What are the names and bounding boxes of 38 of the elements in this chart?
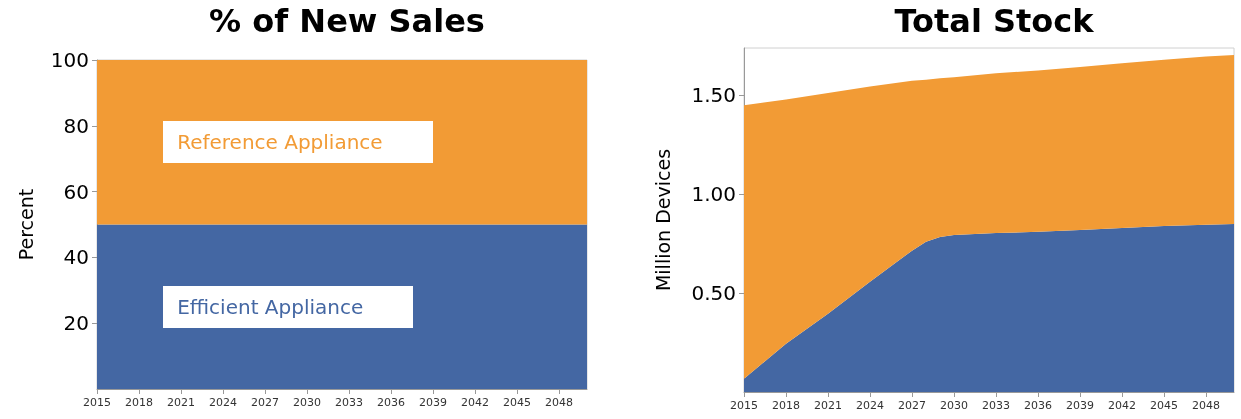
y-tick-label: 40 — [63, 245, 89, 270]
x-tick-label: 2015 — [730, 399, 758, 412]
x-tick-label: 2039 — [419, 396, 447, 409]
x-tick-label: 2036 — [1024, 399, 1052, 412]
y-axis-title: Percent — [14, 188, 37, 261]
x-tick-label: 2048 — [545, 396, 573, 409]
chart-title: % of New Sales — [209, 2, 485, 40]
x-tick-label: 2027 — [898, 399, 926, 412]
x-tick-label: 2021 — [814, 399, 842, 412]
y-tick-label: 1.00 — [691, 182, 736, 207]
x-tick-label: 2027 — [251, 396, 279, 409]
x-tick-label: 2033 — [335, 396, 363, 409]
x-tick-label: 2048 — [1192, 399, 1220, 412]
x-tick-label: 2024 — [209, 396, 237, 409]
y-tick-label: 100 — [50, 48, 89, 72]
chart-title: Total Stock — [894, 2, 1095, 40]
y-tick-label: 80 — [63, 113, 89, 138]
y-tick-label: 60 — [63, 179, 89, 204]
x-tick-label: 2021 — [167, 396, 195, 409]
x-tick-label: 2018 — [125, 396, 153, 409]
x-tick-label: 2042 — [461, 396, 489, 409]
x-tick-label: 2030 — [940, 399, 968, 412]
x-tick-label: 2015 — [83, 396, 111, 409]
x-tick-label: 2033 — [982, 399, 1010, 412]
x-tick-label: 2036 — [377, 396, 405, 409]
x-tick-label: 2045 — [503, 396, 531, 409]
y-axis-title: Million Devices — [651, 148, 674, 292]
x-tick-label: 2045 — [1150, 399, 1178, 412]
x-tick-label: 2018 — [772, 399, 800, 412]
y-tick-label: 0.50 — [691, 281, 736, 306]
x-tick-label: 2039 — [1066, 399, 1094, 412]
series-label: Reference Appliance — [163, 121, 433, 164]
x-tick-label: 2042 — [1108, 399, 1136, 412]
x-tick-label: 2024 — [856, 399, 884, 412]
y-tick-label: 20 — [63, 311, 89, 336]
x-tick-label: 2030 — [293, 396, 321, 409]
y-tick-label: 1.50 — [691, 83, 736, 108]
series-label: Efficient Appliance — [163, 285, 414, 328]
